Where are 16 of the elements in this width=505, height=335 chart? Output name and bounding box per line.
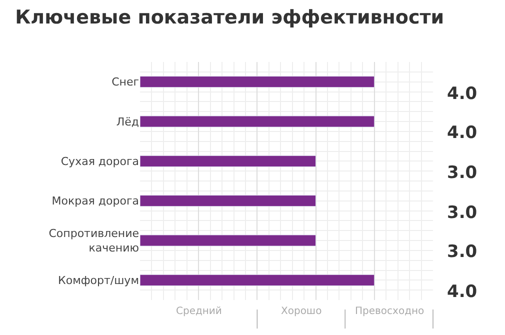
data-label: 4.0: [447, 84, 478, 104]
chart-title: Ключевые показатели эффективности: [15, 6, 444, 28]
text: Средний: [176, 306, 222, 317]
y-tick-label: Лёд: [116, 115, 140, 128]
y-tick-label: Сухая дорога: [60, 155, 139, 168]
y-tick-label: Сопротивление качению: [48, 227, 140, 254]
data-label: 3.0: [447, 163, 478, 183]
text: Хорошо: [281, 306, 322, 317]
y-tick-label: Мокрая дорога: [52, 194, 139, 208]
data-label: 3.0: [447, 242, 478, 262]
data-label: 3.0: [447, 203, 478, 223]
data-label: 4.0: [447, 123, 478, 143]
y-tick-label: Комфорт/шум: [58, 274, 139, 288]
text: Превосходно: [355, 306, 424, 317]
y-tick-label: Снег: [112, 76, 140, 89]
data-label: 4.0: [447, 282, 478, 302]
